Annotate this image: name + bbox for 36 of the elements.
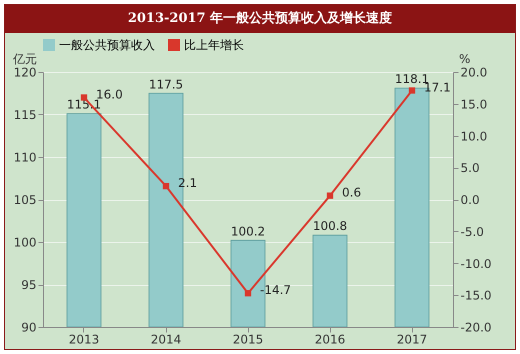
data-label: 2.1 [178, 176, 198, 190]
y2-tick-label: 5.0 [460, 161, 480, 176]
point [244, 290, 252, 296]
y-tick-label: 105 [14, 193, 36, 207]
data-label: 100.2 [230, 224, 266, 238]
y-tick-label: 90 [21, 320, 36, 334]
y-tick-label: 120 [14, 66, 36, 80]
data-label: 117.5 [148, 77, 184, 92]
y2-tick-label: 15.0 [460, 97, 488, 112]
point [326, 192, 334, 199]
y2-axis-title: % [459, 52, 470, 66]
y2-tick-label: 20.0 [460, 66, 488, 80]
y-tick-label: 115 [14, 108, 36, 122]
x-tick-label: 2014 [150, 332, 182, 346]
x-tick-label: 2016 [314, 332, 346, 346]
y-tick-label: 100 [14, 236, 36, 250]
y2-tick-label: -5.0 [460, 224, 484, 239]
legend-label: 比上年增长 [184, 38, 244, 52]
point [162, 182, 170, 190]
y-tick-label: 95 [21, 278, 36, 292]
x-tick-label: 2015 [232, 332, 264, 346]
data-label: -14.7 [260, 283, 292, 298]
y2-tick-label: -15.0 [460, 288, 492, 303]
x-tick-label: 2013 [68, 332, 100, 346]
x-tick-label: 2017 [396, 332, 428, 346]
y-tick-label: 110 [14, 150, 36, 164]
y2-tick-label: -10.0 [460, 256, 492, 271]
legend-label: 一般公共预算收入 [59, 38, 155, 52]
y2-tick-label: -20.0 [460, 320, 492, 334]
y2-tick-label: 0.0 [460, 193, 480, 207]
point [408, 87, 416, 94]
y-axis-title: 亿元 [12, 52, 37, 66]
y2-tick-label: 10.0 [460, 129, 488, 144]
data-label: 0.6 [342, 186, 362, 200]
chart-title: 2013-2017 年一般公共预算收入及增长速度 [5, 5, 515, 33]
data-label: 100.8 [312, 219, 348, 234]
